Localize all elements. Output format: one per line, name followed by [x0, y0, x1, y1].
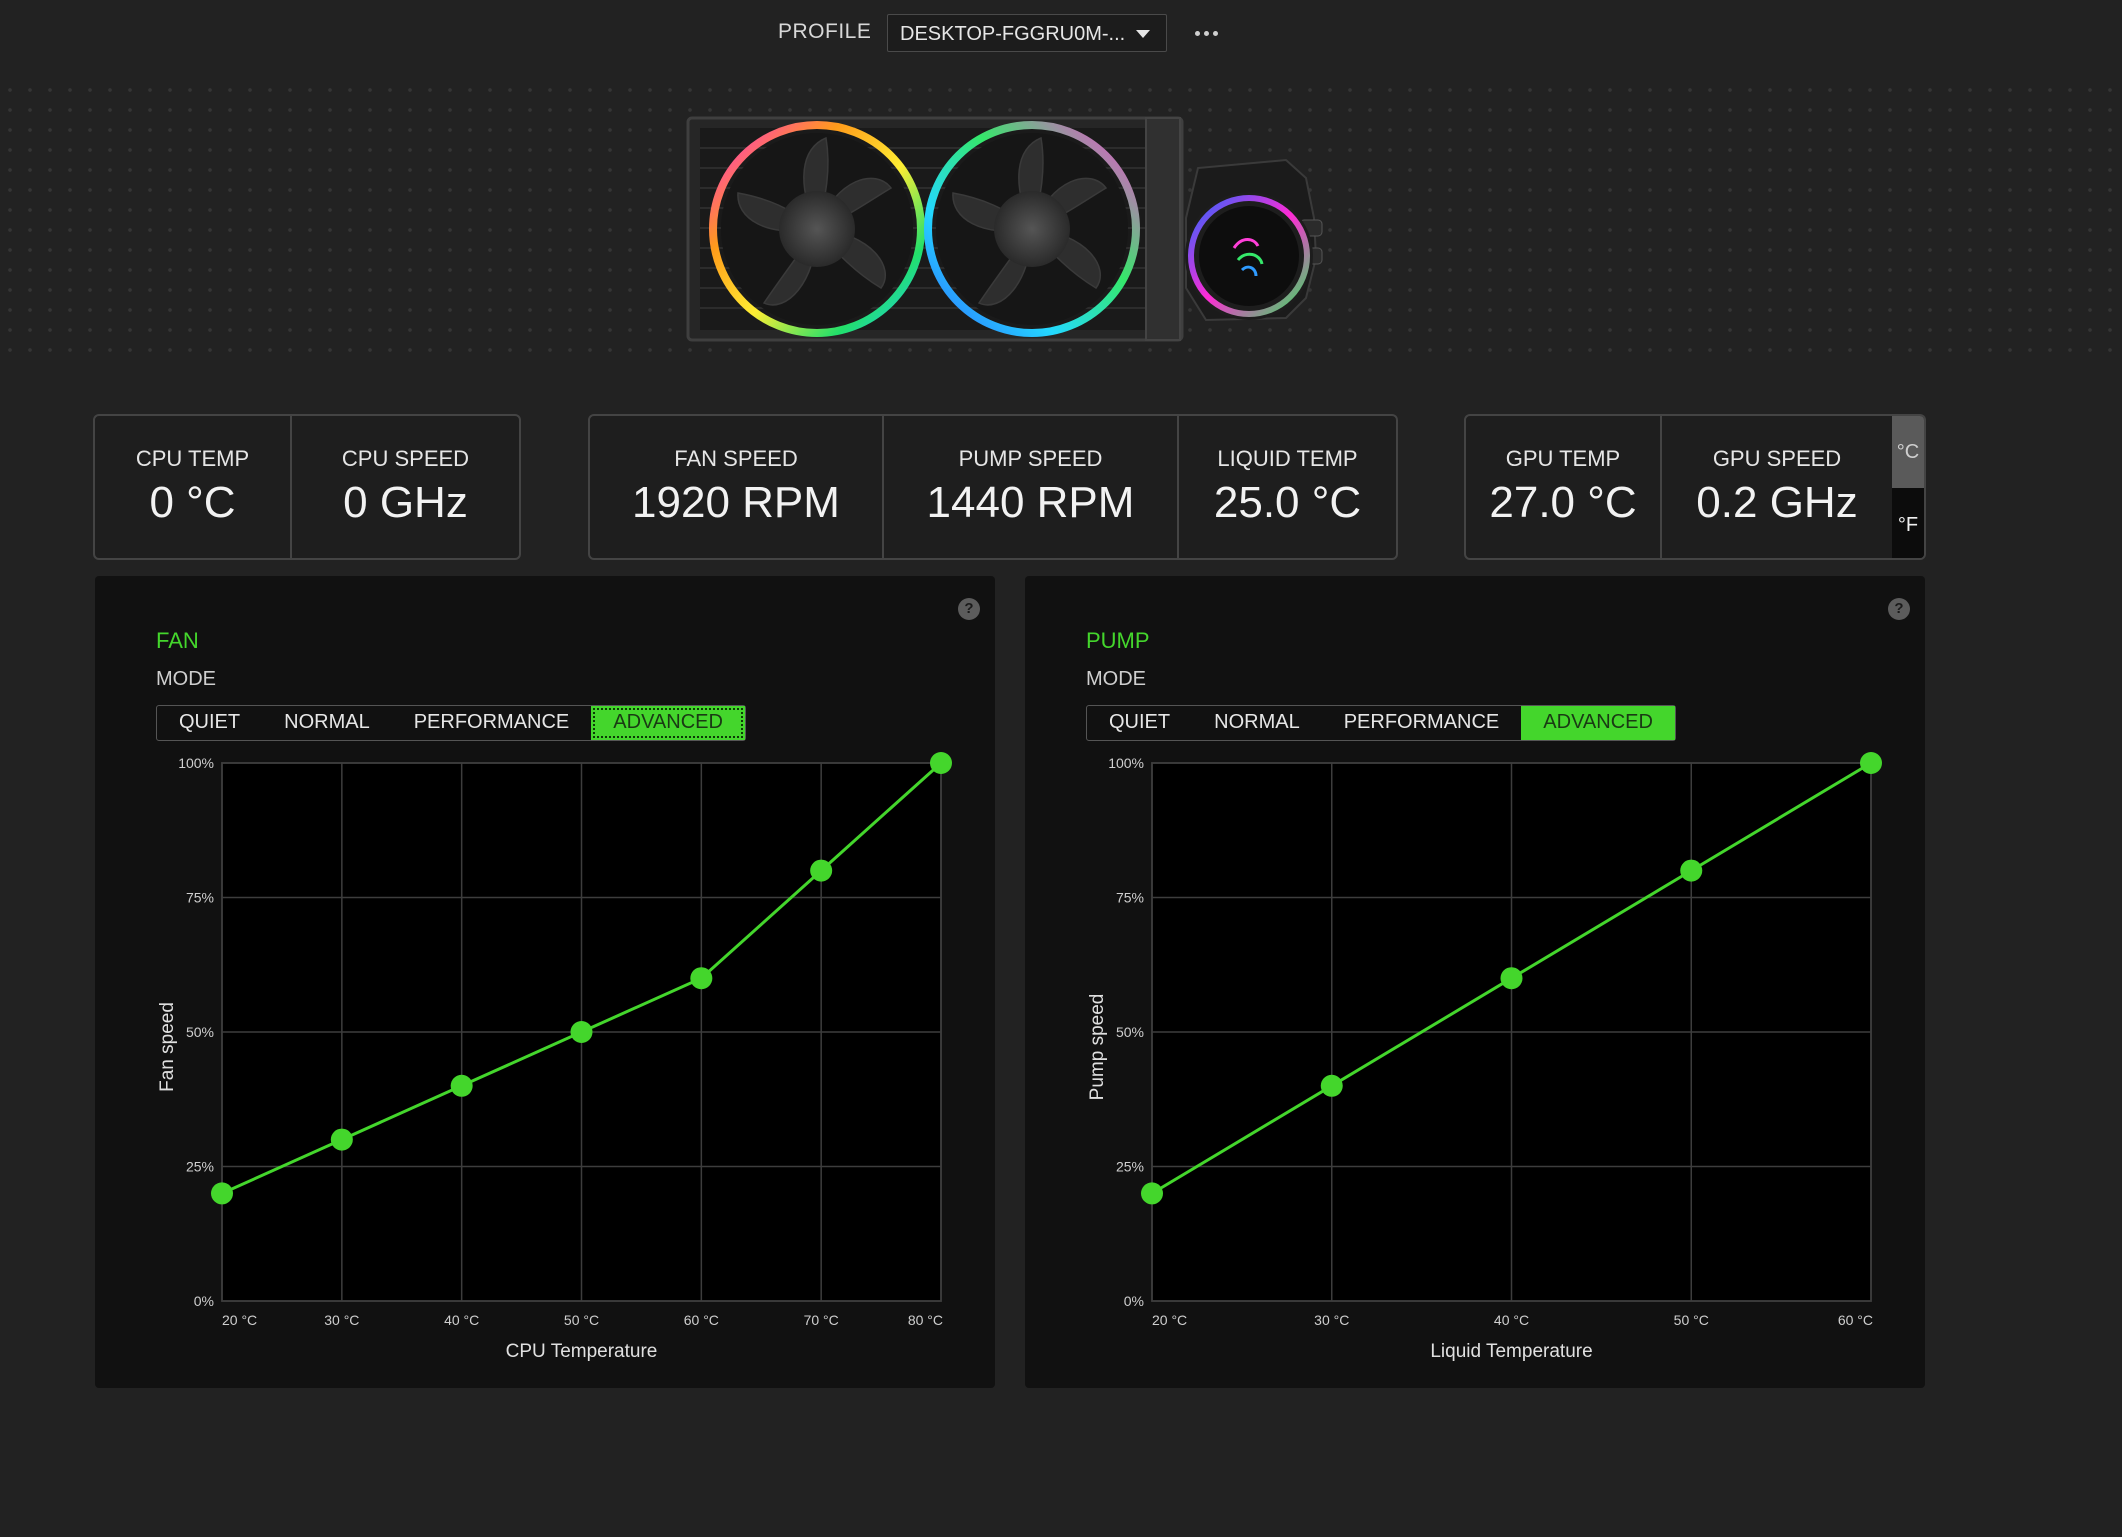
cooler-stats: FAN SPEED 1920 RPM PUMP SPEED 1440 RPM L… — [588, 414, 1398, 560]
x-tick-label: 30 °C — [324, 1312, 359, 1328]
cpu-speed-value: 0 GHz — [343, 478, 468, 527]
x-tick-label: 50 °C — [564, 1312, 599, 1328]
fan-mode-quiet[interactable]: QUIET — [179, 711, 241, 733]
pump-mode-label: MODE — [1086, 668, 1146, 690]
y-tick-label: 50% — [186, 1024, 214, 1040]
curve-point-handle[interactable] — [1320, 1074, 1343, 1097]
curve-point-handle[interactable] — [211, 1182, 233, 1205]
x-tick-label: 50 °C — [1674, 1312, 1709, 1328]
pump-mode-advanced[interactable]: ADVANCED — [1521, 706, 1675, 740]
fahrenheit-button[interactable]: °F — [1892, 488, 1924, 558]
x-tick-label: 20 °C — [222, 1312, 257, 1328]
gpu-speed-value: 0.2 GHz — [1696, 478, 1858, 527]
fan-speed-stat: FAN SPEED 1920 RPM — [590, 416, 884, 558]
gpu-temp-stat: GPU TEMP 27.0 °C — [1466, 416, 1662, 558]
curve-point-handle[interactable] — [1680, 859, 1703, 882]
gpu-speed-label: GPU SPEED — [1712, 446, 1842, 471]
help-icon[interactable]: ? — [1888, 598, 1910, 620]
pump-panel: ? PUMP MODE QUIET NORMAL PERFORMANCE ADV… — [1025, 576, 1925, 1388]
curve-point-handle[interactable] — [1860, 752, 1882, 774]
gpu-stats: GPU TEMP 27.0 °C GPU SPEED 0.2 GHz — [1464, 414, 1894, 560]
fan-panel: ? FAN MODE QUIET NORMAL PERFORMANCE ADVA… — [95, 576, 995, 1388]
y-tick-label: 50% — [1116, 1024, 1144, 1040]
pump-curve-chart[interactable]: 0% 25% 50% 75% 100% 20 °C 30 °C 40 °C 50 °C 60 °C… — [1025, 576, 1925, 1388]
fan-title: FAN — [156, 628, 199, 653]
fan-mode-performance[interactable]: PERFORMANCE — [413, 711, 570, 733]
cpu-speed-label: CPU SPEED — [341, 446, 470, 471]
x-tick-label: 70 °C — [804, 1312, 839, 1328]
curve-point-handle[interactable] — [1500, 967, 1523, 990]
x-tick-label: 60 °C — [1838, 1312, 1873, 1328]
profile-value: DESKTOP-FGGRU0M-... — [900, 23, 1126, 45]
help-icon[interactable]: ? — [958, 598, 980, 620]
pump-speed-stat: PUMP SPEED 1440 RPM — [884, 416, 1179, 558]
cpu-stats: CPU TEMP 0 °C CPU SPEED 0 GHz — [93, 414, 521, 560]
profile-label: PROFILE — [778, 20, 872, 43]
temperature-unit-toggle: °C °F — [1892, 414, 1926, 560]
profile-dropdown[interactable]: DESKTOP-FGGRU0M-... — [887, 14, 1167, 52]
x-tick-label: 60 °C — [684, 1312, 719, 1328]
pump-speed-label: PUMP SPEED — [958, 446, 1103, 471]
x-tick-label: 80 °C — [908, 1312, 943, 1328]
chevron-down-icon — [1136, 30, 1150, 38]
curve-point-handle[interactable] — [810, 859, 833, 882]
fan-mode-label: MODE — [156, 668, 216, 690]
curve-point-handle[interactable] — [450, 1074, 473, 1097]
y-axis-label: Fan speed — [157, 1002, 178, 1092]
y-tick-label: 75% — [1116, 890, 1144, 906]
x-tick-label: 30 °C — [1314, 1312, 1349, 1328]
cpu-temp-stat: CPU TEMP 0 °C — [95, 416, 292, 558]
pump-mode-selector: QUIET NORMAL PERFORMANCE ADVANCED — [1086, 705, 1676, 741]
fan-mode-selector: QUIET NORMAL PERFORMANCE ADVANCED — [156, 705, 746, 741]
pump-mode-normal[interactable]: NORMAL — [1214, 711, 1300, 733]
more-options-icon[interactable] — [1192, 18, 1222, 48]
cpu-temp-value: 0 °C — [149, 478, 236, 527]
fan-curve-chart[interactable]: 0% 25% 50% 75% 100% 20 °C 30 °C 40 °C 50 °C 60 °C… — [95, 576, 995, 1388]
gpu-temp-value: 27.0 °C — [1489, 478, 1637, 527]
fan-mode-normal[interactable]: NORMAL — [284, 711, 370, 733]
celsius-button[interactable]: °C — [1892, 416, 1924, 488]
fan-speed-value: 1920 RPM — [632, 478, 840, 527]
cooler-image — [686, 116, 1323, 342]
fan-mode-advanced[interactable]: ADVANCED — [591, 706, 745, 740]
liquid-temp-stat: LIQUID TEMP 25.0 °C — [1179, 416, 1396, 558]
x-axis-label: CPU Temperature — [506, 1341, 658, 1362]
curve-point-handle[interactable] — [930, 752, 952, 774]
curve-point-handle[interactable] — [330, 1128, 353, 1151]
y-tick-label: 75% — [186, 890, 214, 906]
pump-speed-value: 1440 RPM — [926, 478, 1135, 527]
curve-point-handle[interactable] — [570, 1021, 593, 1043]
fan-speed-label: FAN SPEED — [674, 446, 798, 471]
pump-mode-performance[interactable]: PERFORMANCE — [1343, 711, 1500, 733]
cpu-temp-label: CPU TEMP — [135, 446, 250, 471]
x-tick-label: 20 °C — [1152, 1312, 1187, 1328]
gpu-speed-stat: GPU SPEED 0.2 GHz — [1662, 416, 1892, 558]
pump-title: PUMP — [1086, 628, 1150, 653]
curve-point-handle[interactable] — [690, 967, 713, 990]
liquid-temp-label: LIQUID TEMP — [1217, 446, 1358, 471]
y-tick-label: 25% — [186, 1159, 214, 1175]
x-axis-label: Liquid Temperature — [1430, 1341, 1592, 1362]
x-tick-label: 40 °C — [1494, 1312, 1529, 1328]
y-tick-label: 0% — [1124, 1293, 1144, 1309]
cpu-speed-stat: CPU SPEED 0 GHz — [292, 416, 519, 558]
y-axis-label: Pump speed — [1087, 994, 1108, 1101]
y-tick-label: 25% — [1116, 1159, 1144, 1175]
pump-mode-quiet[interactable]: QUIET — [1109, 711, 1171, 733]
y-tick-label: 100% — [178, 755, 214, 771]
gpu-temp-label: GPU TEMP — [1505, 446, 1621, 471]
x-tick-label: 40 °C — [444, 1312, 479, 1328]
y-tick-label: 0% — [194, 1293, 214, 1309]
y-tick-label: 100% — [1108, 755, 1144, 771]
curve-point-handle[interactable] — [1141, 1182, 1163, 1205]
liquid-temp-value: 25.0 °C — [1213, 478, 1362, 527]
